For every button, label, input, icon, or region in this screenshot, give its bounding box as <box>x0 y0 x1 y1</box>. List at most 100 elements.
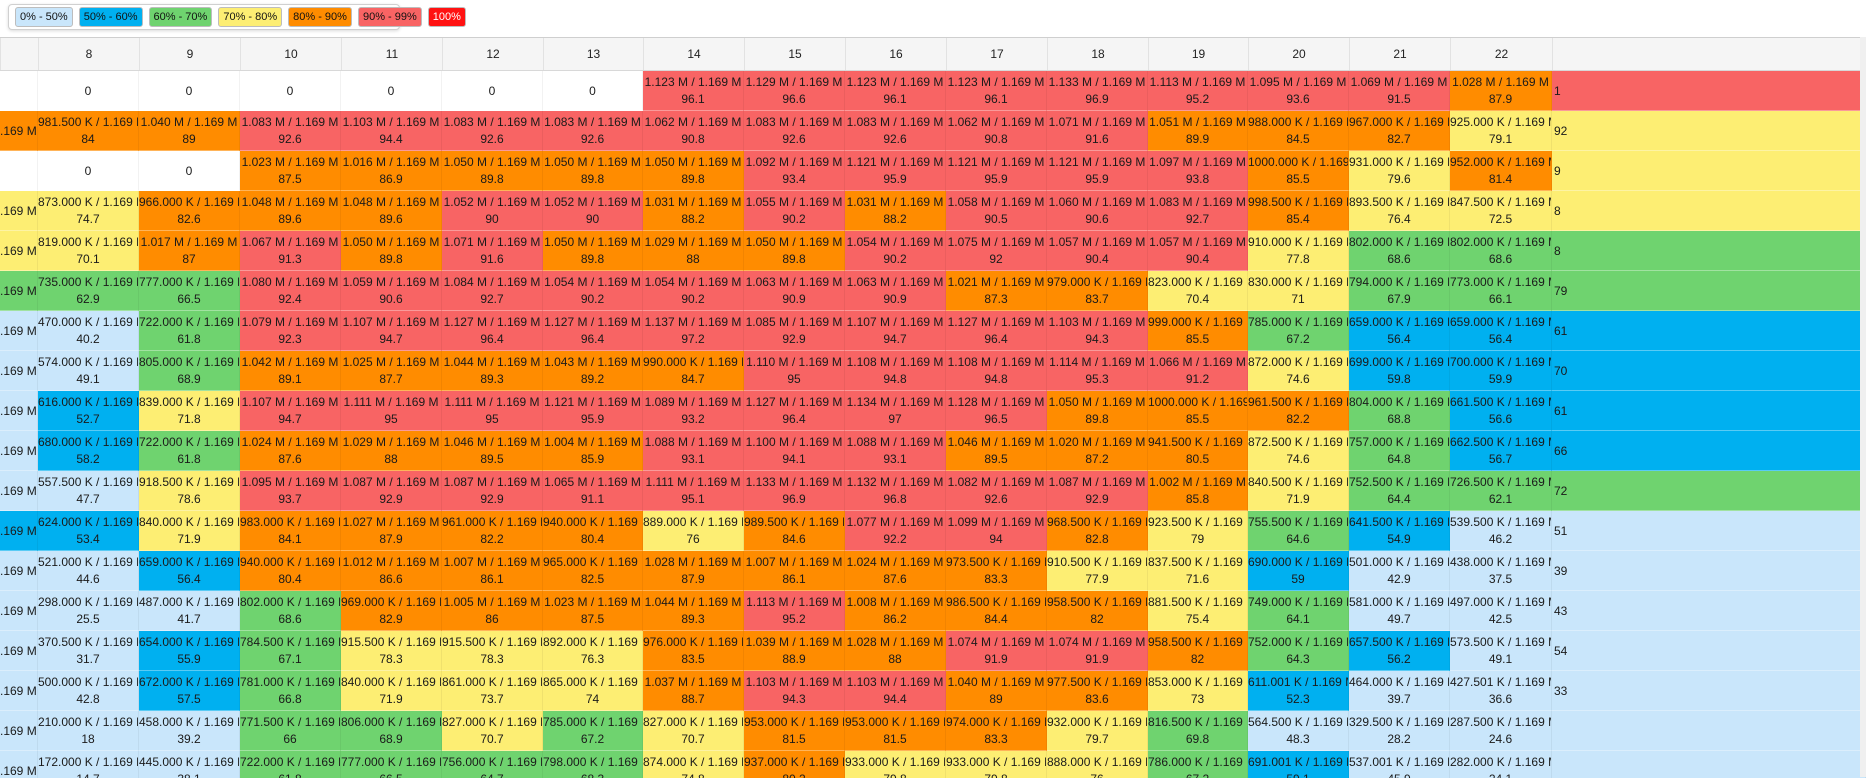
table-cell[interactable]: 755.500 K / 1.169 M 64.6 <box>1248 511 1349 551</box>
table-cell[interactable]: 61 <box>1552 391 1866 431</box>
table-cell[interactable]: .169 M <box>0 431 38 471</box>
table-cell[interactable]: 840.000 K / 1.169 M 71.9 <box>139 511 240 551</box>
table-cell[interactable]: .169 M <box>0 191 38 231</box>
table-cell[interactable]: 819.000 K / 1.169 M 70.1 <box>38 231 139 271</box>
table-cell[interactable]: 805.000 K / 1.169 M 68.9 <box>139 351 240 391</box>
column-header[interactable]: 22 <box>1450 38 1552 70</box>
table-cell[interactable]: 624.000 K / 1.169 M 53.4 <box>38 511 139 551</box>
table-cell[interactable]: 1.113 M / 1.169 M 95.2 <box>744 591 845 631</box>
table-cell[interactable]: 661.500 K / 1.169 M 56.6 <box>1450 391 1552 431</box>
table-cell[interactable]: 445.000 K / 1.169 M 38.1 <box>139 751 240 778</box>
table-cell[interactable]: 1.087 M / 1.169 M 92.9 <box>341 471 442 511</box>
table-cell[interactable]: 786.000 K / 1.169 M 67.2 <box>1148 751 1248 778</box>
table-cell[interactable]: 915.500 K / 1.169 M 78.3 <box>442 631 543 671</box>
table-cell[interactable]: 438.000 K / 1.169 M 37.5 <box>1450 551 1552 591</box>
table-cell[interactable]: 816.500 K / 1.169 M 69.8 <box>1148 711 1248 751</box>
table-cell[interactable]: 1.025 M / 1.169 M 87.7 <box>341 351 442 391</box>
table-cell[interactable]: 282.000 K / 1.169 M 24.1 <box>1450 751 1552 778</box>
table-cell[interactable]: 1.095 M / 1.169 M 93.7 <box>240 471 341 511</box>
table-cell[interactable]: 1.107 M / 1.169 M 94.7 <box>845 311 946 351</box>
table-cell[interactable]: 1.071 M / 1.169 M 91.6 <box>442 231 543 271</box>
table-cell[interactable]: 986.500 K / 1.169 M 84.4 <box>946 591 1047 631</box>
table-cell[interactable]: 1.100 M / 1.169 M 94.1 <box>744 431 845 471</box>
table-cell[interactable]: 1.054 M / 1.169 M 90.2 <box>643 271 744 311</box>
table-cell[interactable]: 1.050 M / 1.169 M 89.8 <box>744 231 845 271</box>
table-cell[interactable]: 974.000 K / 1.169 M 83.3 <box>946 711 1047 751</box>
table-cell[interactable]: 1.058 M / 1.169 M 90.5 <box>946 191 1047 231</box>
table-cell[interactable]: 1.127 M / 1.169 M 96.4 <box>543 311 643 351</box>
table-cell[interactable]: 72 <box>1552 471 1866 511</box>
column-header[interactable]: 8 <box>38 38 139 70</box>
table-cell[interactable]: 1.040 M / 1.169 M 89 <box>946 671 1047 711</box>
table-cell[interactable]: 659.000 K / 1.169 M 56.4 <box>1450 311 1552 351</box>
table-cell[interactable]: 933.000 K / 1.169 M 79.8 <box>946 751 1047 778</box>
column-header[interactable]: 14 <box>643 38 744 70</box>
table-cell[interactable]: 54 <box>1552 631 1866 671</box>
table-cell[interactable]: 961.000 K / 1.169 M 82.2 <box>442 511 543 551</box>
table-cell[interactable]: 1.107 M / 1.169 M 94.7 <box>341 311 442 351</box>
table-cell[interactable]: 1.133 M / 1.169 M 96.9 <box>744 471 845 511</box>
table-cell[interactable]: 1.088 M / 1.169 M 93.1 <box>845 431 946 471</box>
column-header[interactable]: 20 <box>1248 38 1349 70</box>
column-header[interactable]: 18 <box>1047 38 1148 70</box>
table-cell[interactable]: 1.029 M / 1.169 M 88 <box>643 231 744 271</box>
table-cell[interactable]: 1.123 M / 1.169 M 96.1 <box>946 71 1047 111</box>
table-cell[interactable]: 784.500 K / 1.169 M 67.1 <box>240 631 341 671</box>
table-cell[interactable]: .169 M <box>0 511 38 551</box>
table-cell[interactable]: 1.007 M / 1.169 M 86.1 <box>744 551 845 591</box>
table-cell[interactable]: 802.000 K / 1.169 M 68.6 <box>1450 231 1552 271</box>
table-cell[interactable]: 0 <box>442 71 543 111</box>
table-cell[interactable]: 1.028 M / 1.169 M 88 <box>845 631 946 671</box>
table-cell[interactable]: 910.000 K / 1.169 M 77.8 <box>1248 231 1349 271</box>
table-cell[interactable]: 1.121 M / 1.169 M 95.9 <box>946 151 1047 191</box>
table-cell[interactable]: 889.000 K / 1.169 M 76 <box>643 511 744 551</box>
table-cell[interactable]: 1.059 M / 1.169 M 90.6 <box>341 271 442 311</box>
table-cell[interactable]: 1.051 M / 1.169 M 89.9 <box>1148 111 1248 151</box>
table-cell[interactable]: 329.500 K / 1.169 M 28.2 <box>1349 711 1450 751</box>
table-cell[interactable]: 1.077 M / 1.169 M 92.2 <box>845 511 946 551</box>
table-cell[interactable]: 806.000 K / 1.169 M 68.9 <box>341 711 442 751</box>
table-cell[interactable]: 999.000 K / 1.169 M 85.5 <box>1148 311 1248 351</box>
table-cell[interactable]: 0 <box>139 71 240 111</box>
table-cell[interactable]: 1.046 M / 1.169 M 89.5 <box>946 431 1047 471</box>
table-cell[interactable]: .169 M <box>0 711 38 751</box>
table-cell[interactable]: 539.500 K / 1.169 M 46.2 <box>1450 511 1552 551</box>
table-cell[interactable]: 1.121 M / 1.169 M 95.9 <box>1047 151 1148 191</box>
table-cell[interactable]: 611.001 K / 1.169 M 52.3 <box>1248 671 1349 711</box>
table-cell[interactable]: 1.023 M / 1.169 M 87.5 <box>543 591 643 631</box>
table-cell[interactable]: 1.052 M / 1.169 M 90 <box>543 191 643 231</box>
table-cell[interactable] <box>0 71 38 111</box>
table-cell[interactable]: 43 <box>1552 591 1866 631</box>
table-cell[interactable]: 1.107 M / 1.169 M 94.7 <box>240 391 341 431</box>
table-cell[interactable]: 840.500 K / 1.169 M 71.9 <box>1248 471 1349 511</box>
table-cell[interactable]: 1.088 M / 1.169 M 93.1 <box>643 431 744 471</box>
table-cell[interactable]: 1.110 M / 1.169 M 95 <box>744 351 845 391</box>
table-cell[interactable]: 777.000 K / 1.169 M 66.5 <box>139 271 240 311</box>
table-cell[interactable]: 773.000 K / 1.169 M 66.1 <box>1450 271 1552 311</box>
table-cell[interactable]: 500.000 K / 1.169 M 42.8 <box>38 671 139 711</box>
table-cell[interactable]: 1.103 M / 1.169 M 94.4 <box>845 671 946 711</box>
table-cell[interactable]: 979.000 K / 1.169 M 83.7 <box>1047 271 1148 311</box>
table-cell[interactable]: 287.500 K / 1.169 M 24.6 <box>1450 711 1552 751</box>
table-cell[interactable]: 771.500 K / 1.169 M 66 <box>240 711 341 751</box>
table-cell[interactable]: 1.127 M / 1.169 M 96.4 <box>442 311 543 351</box>
table-cell[interactable]: 1.074 M / 1.169 M 91.9 <box>946 631 1047 671</box>
table-cell[interactable]: 802.000 K / 1.169 M 68.6 <box>240 591 341 631</box>
table-cell[interactable]: 1.029 M / 1.169 M 88 <box>341 431 442 471</box>
table-cell[interactable]: 961.500 K / 1.169 M 82.2 <box>1248 391 1349 431</box>
table-cell[interactable]: 92 <box>1552 111 1866 151</box>
table-cell[interactable]: 1.057 M / 1.169 M 90.4 <box>1047 231 1148 271</box>
vertical-scrollbar[interactable] <box>1860 37 1866 777</box>
table-cell[interactable]: 1.132 M / 1.169 M 96.8 <box>845 471 946 511</box>
table-cell[interactable]: 892.000 K / 1.169 M 76.3 <box>543 631 643 671</box>
table-cell[interactable]: 662.500 K / 1.169 M 56.7 <box>1450 431 1552 471</box>
table-cell[interactable]: 952.000 K / 1.169 M 81.4 <box>1450 151 1552 191</box>
table-cell[interactable]: 1.121 M / 1.169 M 95.9 <box>845 151 946 191</box>
table-cell[interactable]: 470.000 K / 1.169 M 40.2 <box>38 311 139 351</box>
table-cell[interactable]: 1.008 M / 1.169 M 86.2 <box>845 591 946 631</box>
table-cell[interactable]: 66 <box>1552 431 1866 471</box>
table-cell[interactable]: 464.000 K / 1.169 M 39.7 <box>1349 671 1450 711</box>
table-cell[interactable] <box>1552 751 1866 778</box>
table-cell[interactable]: 1.062 M / 1.169 M 90.8 <box>946 111 1047 151</box>
table-cell[interactable]: 777.000 K / 1.169 M 66.5 <box>341 751 442 778</box>
